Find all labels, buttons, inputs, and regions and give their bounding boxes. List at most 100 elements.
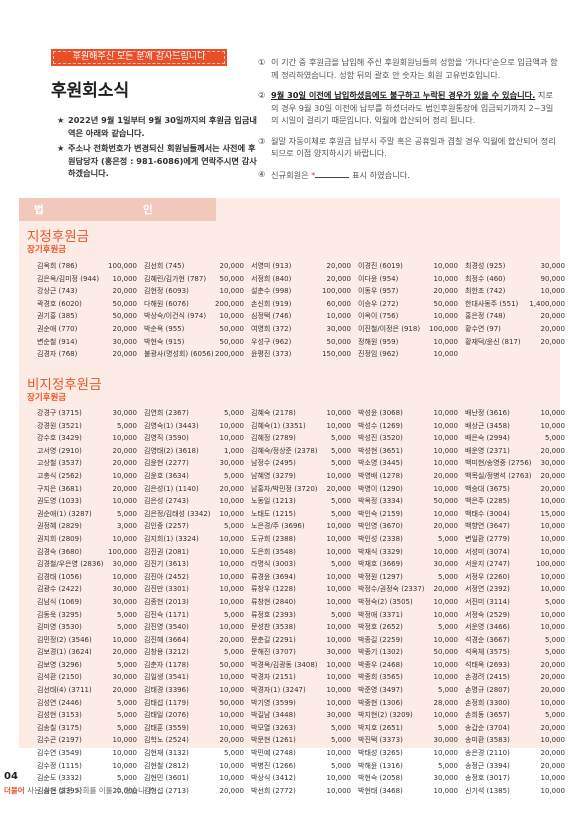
- donor-row: 김미영 (3530) 5,000: [37, 621, 137, 634]
- undesignated-subtitle: 장기후원금: [27, 393, 67, 403]
- donor-row: 최경성 (925) 30,000: [465, 260, 565, 273]
- donor-name: 신기석 (1385): [465, 786, 510, 795]
- donor-row: 박정숙(2) (3505) 10,000: [358, 596, 458, 609]
- donor-name: 박모열 (3263): [251, 723, 296, 732]
- donation-amount: 10,000: [326, 786, 352, 795]
- donor-name: 김동욱 (3295): [37, 610, 82, 619]
- donor-row: 신기석 (1385) 10,000: [465, 785, 565, 798]
- donation-amount: 20,000: [112, 786, 138, 795]
- donor-row: 배난정 (3616) 10,000: [465, 407, 565, 420]
- donation-amount: 5,000: [544, 648, 565, 657]
- donation-amount: 5,000: [437, 723, 458, 732]
- donor-name: 라명식 (3003): [251, 560, 296, 569]
- donor-column: 최경성 (925) 30,000 최정수 (460) 90,000 최한조 (742) 1…: [465, 260, 565, 348]
- star-icon: ★: [57, 115, 65, 125]
- donation-amount: 10,000: [112, 434, 138, 443]
- donor-name: 김진숙 (1171): [144, 610, 189, 619]
- donor-name: 박현숙 (915): [144, 337, 185, 346]
- donor-name: 구지은 (3681): [37, 484, 82, 493]
- donation-amount: 100,000: [536, 560, 565, 569]
- donation-amount: 10,000: [540, 534, 566, 543]
- donation-amount: 20,000: [433, 287, 459, 296]
- designated-subtitle: 장기후원금: [27, 245, 67, 255]
- donor-row: 김형섭 (2713) 20,000: [144, 785, 244, 798]
- donor-name: 김경숙 (3680): [37, 547, 82, 556]
- donation-amount: 10,000: [112, 534, 138, 543]
- donor-name: 배난정 (3616): [465, 409, 510, 417]
- donor-row: 박소영 (3445) 10,000: [358, 457, 458, 470]
- donation-amount: 5,000: [544, 635, 565, 644]
- donation-amount: 20,000: [112, 324, 138, 333]
- donation-amount: 10,000: [540, 409, 566, 417]
- donation-amount: 10,000: [433, 484, 459, 493]
- donation-amount: 20,000: [326, 484, 352, 493]
- donation-amount: 50,000: [112, 299, 138, 308]
- donation-amount: 90,000: [540, 274, 566, 283]
- donor-name: 박길남 (3448): [251, 711, 296, 720]
- donor-row: 이진철/이정은 (918) 100,000: [358, 323, 458, 336]
- donor-row: 정해원 (959) 10,000: [358, 336, 458, 349]
- donor-name: 김진만 (3301): [144, 585, 189, 594]
- donor-name: 송은경 (2110): [465, 749, 510, 758]
- donor-name: 김진혜 (3664): [144, 635, 189, 644]
- donor-name: 백미현/송영중 (2756): [465, 459, 532, 468]
- donation-amount: 5,000: [330, 560, 351, 569]
- donor-name: 류정호 (2393): [251, 610, 296, 619]
- donor-row: 손경려 (2415) 20,000: [465, 671, 565, 684]
- donor-name: 고충식 (2562): [37, 471, 82, 480]
- donation-amount: 50,000: [433, 648, 459, 657]
- donor-row: 서성미 (3074) 10,000: [465, 546, 565, 559]
- donor-name: 김민정(2) (3546): [37, 635, 92, 644]
- donation-amount: 5,000: [437, 686, 458, 695]
- donor-name: 최정수 (460): [465, 274, 506, 283]
- donor-row: 김보경(1) (3624) 20,000: [37, 646, 137, 659]
- donor-name: 박성수 (1269): [358, 421, 403, 430]
- donor-name: 김창용 (3212): [144, 648, 189, 657]
- donor-row: 김태섭 (1179) 50,000: [144, 697, 244, 710]
- donor-row: 박현숙 (915) 50,000: [144, 336, 244, 349]
- donor-row: 서진미 (3114) 5,000: [465, 596, 565, 609]
- donor-row: 박정호 (2652) 5,000: [358, 621, 458, 634]
- donor-name: 김은정/김태성 (3342): [144, 509, 211, 518]
- donor-row: 남정수 (2495) 5,000: [251, 457, 351, 470]
- donation-amount: 10,000: [540, 774, 566, 783]
- donor-name: 석태옥 (2693): [465, 660, 510, 669]
- donation-amount: 10,000: [219, 434, 245, 443]
- donation-amount: 10,000: [112, 572, 138, 581]
- donor-row: 곽경호 (6020) 50,000: [37, 298, 137, 311]
- donation-amount: 10,000: [433, 312, 459, 321]
- donor-name: 박정숙(2) (3505): [358, 597, 413, 606]
- donation-amount: 20,000: [112, 484, 138, 493]
- donor-row: 김현민 (3601) 10,000: [144, 772, 244, 785]
- donation-amount: 10,000: [433, 262, 459, 270]
- donor-row: 불광사(명성회) (6056) 200,000: [144, 348, 244, 361]
- donor-row: 백태수 (3004) 15,000: [465, 508, 565, 521]
- donation-amount: 10,000: [326, 673, 352, 682]
- donation-amount: 5,000: [223, 409, 244, 417]
- donor-row: 우성구 (962) 50,000: [251, 336, 351, 349]
- donation-amount: 10,000: [326, 409, 352, 417]
- donor-name: 김형섭 (2713): [144, 786, 189, 795]
- donor-row: 여영희 (372) 30,000: [251, 323, 351, 336]
- donor-name: 최경성 (925): [465, 262, 506, 270]
- donation-amount: 5,000: [330, 446, 351, 455]
- donor-name: 강경원 (3521): [37, 421, 82, 430]
- donation-amount: 150,000: [322, 350, 351, 359]
- donor-row: 석태옥 (2693) 20,000: [465, 659, 565, 672]
- donor-row: 박지현(2) (3209) 10,000: [358, 709, 458, 722]
- donation-amount: 5,000: [544, 434, 565, 443]
- donation-amount: 5,000: [223, 749, 244, 758]
- donor-row: 이다윤 (954) 10,000: [358, 273, 458, 286]
- donor-row: 김현철 (2812) 10,000: [144, 760, 244, 773]
- donor-name: 서성미 (3074): [465, 547, 510, 556]
- donation-amount: 10,000: [219, 686, 245, 695]
- donation-amount: 10,000: [326, 547, 352, 556]
- donor-name: 김진권 (2081): [144, 547, 189, 556]
- donor-row: 윤평진 (373) 150,000: [251, 348, 351, 361]
- donation-amount: 10,000: [326, 686, 352, 695]
- donation-amount: 5,000: [223, 522, 244, 531]
- donor-row: 박정원 (1297) 5,000: [358, 571, 458, 584]
- donor-row: 박문현 (1261) 5,000: [251, 734, 351, 747]
- donor-name: 박성윤 (3068): [358, 409, 403, 417]
